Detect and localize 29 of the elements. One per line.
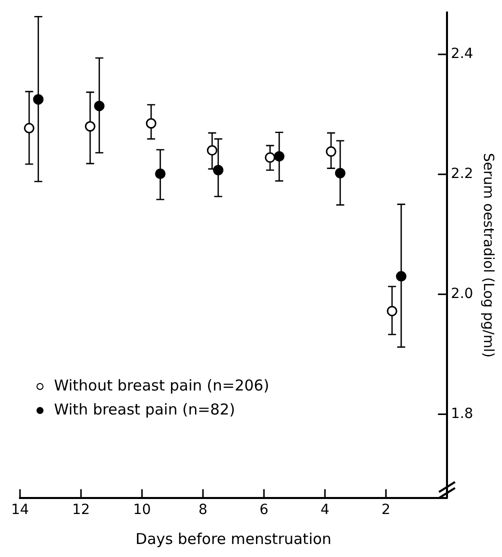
x-tick-label: 14	[11, 502, 29, 518]
point	[274, 151, 284, 162]
point	[396, 271, 406, 282]
x-axis-title: Days before menstruation	[136, 530, 332, 548]
x-tick-label: 2	[381, 502, 390, 518]
legend-label: Without breast pain (n=206)	[54, 376, 270, 394]
x-tick-label: 10	[133, 502, 151, 518]
point	[212, 164, 224, 176]
x-tick-label: 12	[72, 502, 90, 518]
point	[264, 152, 276, 163]
point	[33, 94, 44, 105]
x-tick-label: 8	[198, 502, 208, 518]
point	[326, 146, 336, 157]
legend-label: With breast pain (n=82)	[54, 400, 236, 418]
point	[334, 168, 346, 178]
y-tick-label: 1.8	[450, 406, 474, 422]
y-tick-label: 2.2	[450, 166, 474, 182]
point	[386, 306, 398, 316]
point	[206, 145, 218, 156]
point	[94, 100, 105, 112]
y-tick-label: 2.4	[450, 46, 474, 62]
point	[146, 118, 156, 129]
y-tick-label: 2.0	[450, 286, 474, 302]
point	[84, 121, 96, 132]
point	[24, 122, 34, 134]
y-axis-title: Serum oestradiol (Log pg/ml)	[480, 153, 496, 358]
x-tick-label: 6	[260, 502, 268, 518]
point	[155, 168, 166, 179]
x-tick-label: 4	[320, 502, 330, 518]
